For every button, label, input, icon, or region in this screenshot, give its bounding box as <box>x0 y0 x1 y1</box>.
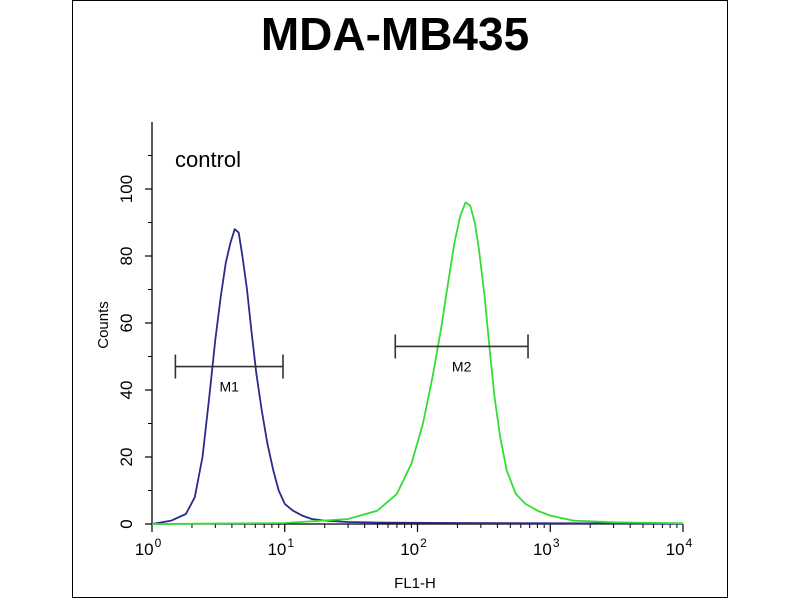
x-tick-exponent: 1 <box>287 536 294 550</box>
y-axis-label: Counts <box>95 301 112 349</box>
x-tick-label: 100 <box>135 536 162 559</box>
x-tick-exponent: 4 <box>686 536 693 550</box>
x-tick-exponent: 2 <box>420 536 427 550</box>
y-tick-label: 20 <box>117 448 136 467</box>
histogram-series-1 <box>151 228 684 525</box>
x-tick-exponent: 0 <box>155 536 162 550</box>
x-tick-label: 101 <box>267 536 294 559</box>
y-tick-label: 100 <box>117 175 136 203</box>
x-tick-exponent: 3 <box>553 536 560 550</box>
marker-label: M1 <box>219 379 239 395</box>
marker-label: M2 <box>452 358 472 374</box>
histogram-series-2 <box>151 201 684 525</box>
y-tick-label: 80 <box>117 247 136 266</box>
x-tick-label: 104 <box>666 536 693 559</box>
marker-layer: M1 M2 <box>174 334 529 395</box>
y-tick-label: 0 <box>117 519 136 528</box>
y-tick-label: 40 <box>117 381 136 400</box>
chart-frame <box>72 0 728 598</box>
x-tick-label: 103 <box>533 536 560 559</box>
x-axis-label: FL1-H <box>394 575 436 592</box>
chart-title: MDA-MB435 <box>261 8 529 60</box>
series-layer <box>151 201 684 525</box>
y-tick-label: 60 <box>117 314 136 333</box>
control-annotation: control <box>175 147 241 172</box>
x-tick-label: 102 <box>400 536 427 559</box>
